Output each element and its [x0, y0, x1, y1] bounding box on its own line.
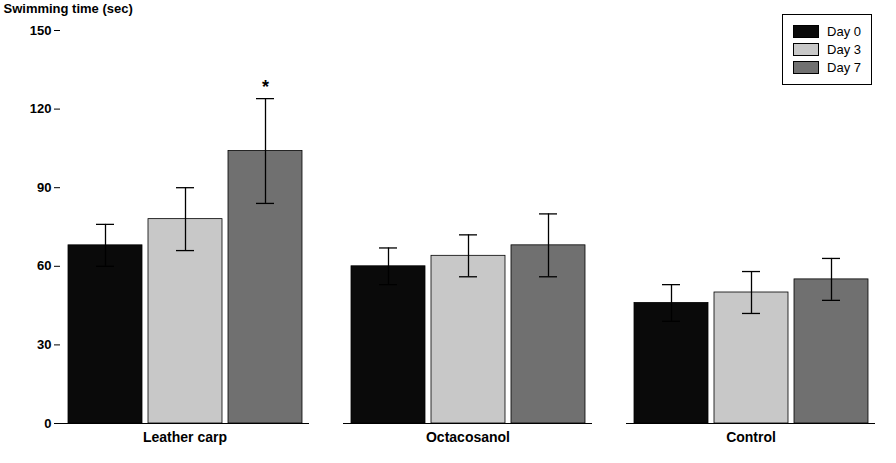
svg-text:Swimming time (sec): Swimming time (sec)	[4, 1, 133, 16]
svg-text:Octacosanol: Octacosanol	[426, 429, 510, 445]
svg-text:Leather carp: Leather carp	[143, 429, 227, 445]
html-text:Day 0: Day 0	[827, 24, 861, 39]
html-text:Day 3: Day 3	[827, 42, 861, 57]
svg-text:Control: Control	[726, 429, 776, 445]
svg-text:0: 0	[44, 416, 51, 431]
svg-text:30: 30	[37, 337, 51, 352]
svg-text:150: 150	[30, 23, 52, 38]
html-text:Day 7: Day 7	[827, 60, 861, 75]
svg-text:90: 90	[37, 180, 51, 195]
svg-text:*: *	[262, 77, 269, 97]
svg-text:120: 120	[30, 101, 52, 116]
svg-text:60: 60	[37, 258, 51, 273]
